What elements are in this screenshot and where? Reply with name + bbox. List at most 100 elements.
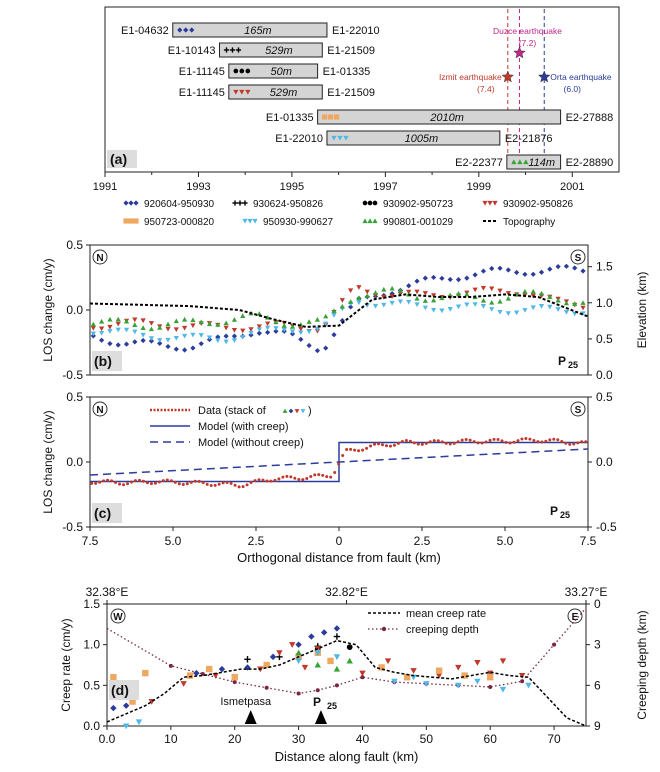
c-xtick-label: 2.5 xyxy=(248,534,265,548)
c-data-point xyxy=(516,439,520,443)
a-xtick-label: 1991 xyxy=(93,181,117,193)
a-pair-marker xyxy=(177,27,183,33)
legend-swatch xyxy=(128,200,134,206)
a-pair-marker xyxy=(183,27,189,33)
c-data-point xyxy=(388,444,392,448)
a-pair-row: 529m E1-10143 E1-21509 xyxy=(168,42,375,58)
d-point xyxy=(423,681,430,687)
d-series xyxy=(295,649,353,672)
c-data-point xyxy=(149,482,153,486)
b-point xyxy=(298,326,304,332)
d-point xyxy=(525,682,532,689)
b-point xyxy=(348,304,354,310)
b-point xyxy=(99,318,105,324)
a-pair-marker xyxy=(511,159,517,165)
c-data-point xyxy=(241,485,245,489)
c-data-point xyxy=(452,441,456,445)
c-data-point xyxy=(106,478,110,482)
b-point xyxy=(223,339,229,345)
b-point xyxy=(240,334,246,340)
d-point xyxy=(320,629,328,636)
legend-label: 990801-001029 xyxy=(383,217,454,228)
c-data-point xyxy=(500,439,504,443)
c-data-point xyxy=(568,442,572,446)
b-point xyxy=(480,286,487,291)
b-point xyxy=(140,337,146,344)
d-xtick-label: 40 xyxy=(356,732,370,746)
c-legend-suffix: ) xyxy=(308,405,312,417)
c-xtick-label: 2.5 xyxy=(414,534,431,548)
b-point xyxy=(215,322,221,327)
b-point xyxy=(99,330,105,336)
d-annotation-p: P xyxy=(313,695,321,709)
c-xtick-label: 7.5 xyxy=(82,534,99,548)
c-corner-n-ring xyxy=(92,401,108,417)
d-point xyxy=(231,674,238,681)
b-ytick-label: -0.5 xyxy=(62,368,83,382)
legend-swatch xyxy=(492,200,498,206)
legend-item: 920604-950930 xyxy=(123,199,215,210)
b-point xyxy=(580,268,586,274)
d-top-tick-label: 32.82°E xyxy=(325,585,368,599)
c-data-point xyxy=(229,481,233,485)
b-point xyxy=(265,329,271,336)
c-data-point xyxy=(404,439,408,443)
d-point xyxy=(308,633,315,640)
b-point xyxy=(497,298,503,304)
c-legend-label: Data (stack of xyxy=(198,405,267,417)
c-data-point xyxy=(576,441,580,445)
c-data-point xyxy=(365,446,369,450)
d-corner-w: W xyxy=(110,608,126,624)
c-data-point xyxy=(536,440,540,444)
a-pair-bar xyxy=(317,109,562,125)
a-xtick-label: 2001 xyxy=(560,181,584,193)
c-ytick-right-label: 0.0 xyxy=(596,455,613,469)
a-xtick-label: 1999 xyxy=(467,181,491,193)
b-point xyxy=(148,326,155,332)
d-point xyxy=(461,672,468,679)
b-panel-label-bg xyxy=(92,351,122,371)
d-point xyxy=(391,678,398,685)
d-ytick-label: 0.0 xyxy=(83,719,100,733)
b-point xyxy=(472,302,478,307)
a-event-name: Orta earthquake xyxy=(550,72,612,82)
c-legend-item: Model (with creep) xyxy=(150,421,288,433)
c-data-point xyxy=(552,437,556,441)
c-ytick-right-label: 0.5 xyxy=(596,390,613,404)
a-pair-marker xyxy=(229,47,236,53)
d-ytick-label: 1.0 xyxy=(83,638,100,652)
b-point xyxy=(157,325,163,330)
c-data-point xyxy=(261,478,265,482)
b-point xyxy=(464,302,470,308)
b-point xyxy=(314,317,321,322)
c-data-point xyxy=(532,439,536,443)
c-data-point xyxy=(305,476,309,480)
b-point xyxy=(497,288,503,294)
c-data-point xyxy=(201,481,205,485)
c-data-point xyxy=(297,477,301,481)
c-data-point xyxy=(560,439,564,443)
b-point xyxy=(231,317,238,322)
b-corner-s: S xyxy=(570,249,586,265)
d-depth-point xyxy=(232,680,237,685)
b-point xyxy=(248,330,254,336)
c-data-point xyxy=(126,482,130,486)
a-pair-marker xyxy=(328,114,334,120)
d-depth-point xyxy=(360,675,365,680)
c-data-point xyxy=(161,479,165,483)
a-pair-right-id: E2-27888 xyxy=(566,112,614,124)
b-point xyxy=(140,318,146,324)
b-point xyxy=(190,332,196,338)
c-ylabel: LOS change (cm/y) xyxy=(41,410,55,513)
b-point xyxy=(547,304,553,310)
c-data-point xyxy=(205,482,209,486)
b-point xyxy=(190,317,196,323)
c-data-point xyxy=(468,438,472,442)
a-pair-baseline: 1005m xyxy=(405,133,439,145)
b-point xyxy=(289,329,296,335)
b-point xyxy=(123,341,130,347)
c-legend-label: Model (with creep) xyxy=(198,421,288,433)
b-point xyxy=(298,330,304,336)
b-point xyxy=(99,326,105,332)
